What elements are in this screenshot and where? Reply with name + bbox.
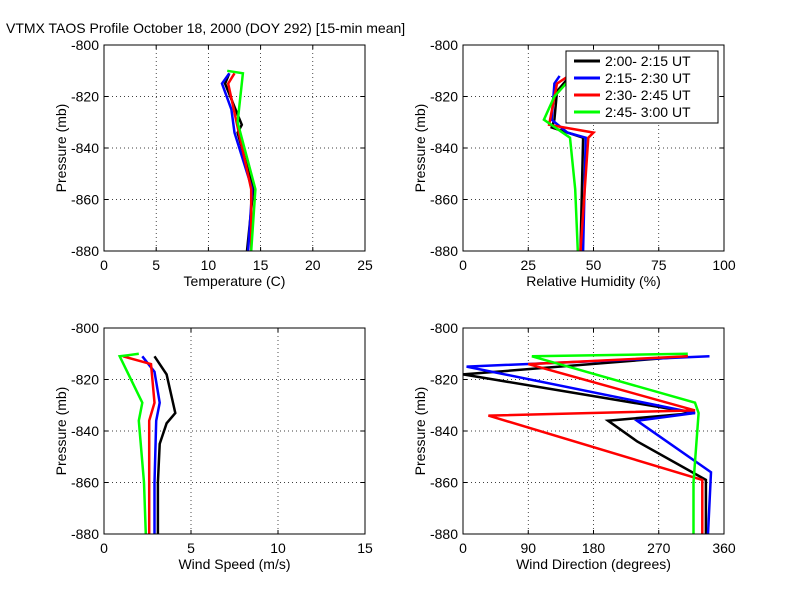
legend: 2:00- 2:15 UT 2:15- 2:30 UT 2:30- 2:45 U… bbox=[565, 50, 719, 124]
temperature-ytick-label-2: -840 bbox=[71, 140, 99, 156]
wind-speed-series-3 bbox=[122, 355, 156, 534]
humidity-xtick-label-0: 0 bbox=[459, 257, 467, 273]
temperature-series-4 bbox=[227, 69, 257, 252]
temperature-xtick-label-4: 20 bbox=[305, 257, 321, 273]
wind-speed-ytick-label-4: -880 bbox=[71, 526, 99, 542]
temperature-xtick-label-3: 15 bbox=[253, 257, 269, 273]
wind-speed-ytick-label-1: -820 bbox=[71, 372, 99, 388]
wind-speed-ytick-label-2: -840 bbox=[71, 423, 99, 439]
humidity-xtick-label-3: 75 bbox=[651, 257, 667, 273]
temperature-ytick-label-0: -800 bbox=[71, 37, 99, 53]
wind-speed-xtick-label-1: 5 bbox=[187, 540, 195, 556]
temperature-xtick-label-1: 5 bbox=[152, 257, 160, 273]
legend-label-1: 2:00- 2:15 UT bbox=[605, 53, 691, 69]
humidity-xtick-label-4: 100 bbox=[712, 257, 736, 273]
wind-speed-ytick-label-3: -860 bbox=[71, 475, 99, 491]
temperature-xtick-label-0: 0 bbox=[100, 257, 108, 273]
legend-label-2: 2:15- 2:30 UT bbox=[605, 70, 691, 86]
wind-direction-xtick-label-3: 270 bbox=[647, 540, 671, 556]
wind-speed-ylabel: Pressure (mb) bbox=[53, 387, 69, 476]
wind-direction-ytick-label-4: -880 bbox=[430, 526, 458, 542]
wind-direction-series-4 bbox=[531, 352, 700, 534]
temperature-xtick-label-2: 10 bbox=[201, 257, 217, 273]
temperature-ytick-label-1: -820 bbox=[71, 89, 99, 105]
humidity-ytick-label-2: -840 bbox=[430, 140, 458, 156]
wind-direction-xtick-label-2: 180 bbox=[582, 540, 606, 556]
temperature-plot-area bbox=[104, 45, 365, 251]
temperature-ytick-label-3: -860 bbox=[71, 192, 99, 208]
humidity-xlabel: Relative Humidity (%) bbox=[526, 273, 661, 289]
figure-title: VTMX TAOS Profile October 18, 2000 (DOY … bbox=[6, 20, 405, 36]
wind-speed-xtick-label-2: 10 bbox=[270, 540, 286, 556]
wind-direction-ytick-label-3: -860 bbox=[430, 475, 458, 491]
humidity-ytick-label-3: -860 bbox=[430, 192, 458, 208]
wind-direction-xtick-label-1: 90 bbox=[520, 540, 536, 556]
humidity-series-3 bbox=[547, 72, 597, 252]
wind-direction-ytick-label-2: -840 bbox=[430, 423, 458, 439]
wind-speed-series-1 bbox=[153, 355, 177, 534]
wind-direction-plot-area bbox=[463, 328, 724, 534]
humidity-series-4 bbox=[542, 72, 580, 252]
legend-label-4: 2:45- 3:00 UT bbox=[605, 104, 691, 120]
wind-speed-xtick-label-0: 0 bbox=[100, 540, 108, 556]
humidity-ytick-label-4: -880 bbox=[430, 243, 458, 259]
wind-direction-panel: 0 90 180 270 360 -800 -820 -840 -860 -880 Wind Dir… bbox=[412, 320, 736, 572]
wind-speed-series-4 bbox=[117, 352, 148, 535]
wind-speed-ytick-label-0: -800 bbox=[71, 320, 99, 336]
wind-direction-series-2 bbox=[466, 355, 713, 535]
panels: 0 5 10 15 20 25 -800 -820 -840 -860 -880 Temperatur… bbox=[53, 37, 736, 572]
temperature-ytick-label-4: -880 bbox=[71, 243, 99, 259]
wind-speed-xlabel: Wind Speed (m/s) bbox=[178, 556, 290, 572]
humidity-ytick-label-1: -820 bbox=[430, 89, 458, 105]
humidity-xtick-label-1: 25 bbox=[520, 257, 536, 273]
wind-direction-xlabel: Wind Direction (degrees) bbox=[516, 556, 671, 572]
humidity-ylabel: Pressure (mb) bbox=[412, 104, 428, 193]
wind-direction-xtick-label-0: 0 bbox=[459, 540, 467, 556]
temperature-xlabel: Temperature (C) bbox=[184, 273, 286, 289]
wind-direction-ylabel: Pressure (mb) bbox=[412, 387, 428, 476]
wind-direction-ytick-label-1: -820 bbox=[430, 372, 458, 388]
humidity-ytick-label-0: -800 bbox=[430, 37, 458, 53]
wind-speed-panel: 0 5 10 15 -800 -820 -840 -860 -880 Wind Speed (m/… bbox=[53, 320, 373, 572]
humidity-xtick-label-2: 50 bbox=[586, 257, 602, 273]
wind-direction-ytick-label-0: -800 bbox=[430, 320, 458, 336]
wind-direction-xtick-label-4: 360 bbox=[712, 540, 736, 556]
temperature-ylabel: Pressure (mb) bbox=[53, 104, 69, 193]
legend-label-3: 2:30- 2:45 UT bbox=[605, 87, 691, 103]
temperature-panel: 0 5 10 15 20 25 -800 -820 -840 -860 -880 Temperatur… bbox=[53, 37, 373, 289]
humidity-series-1 bbox=[550, 75, 585, 252]
wind-speed-xtick-label-3: 15 bbox=[357, 540, 373, 556]
temperature-xtick-label-5: 25 bbox=[357, 257, 373, 273]
